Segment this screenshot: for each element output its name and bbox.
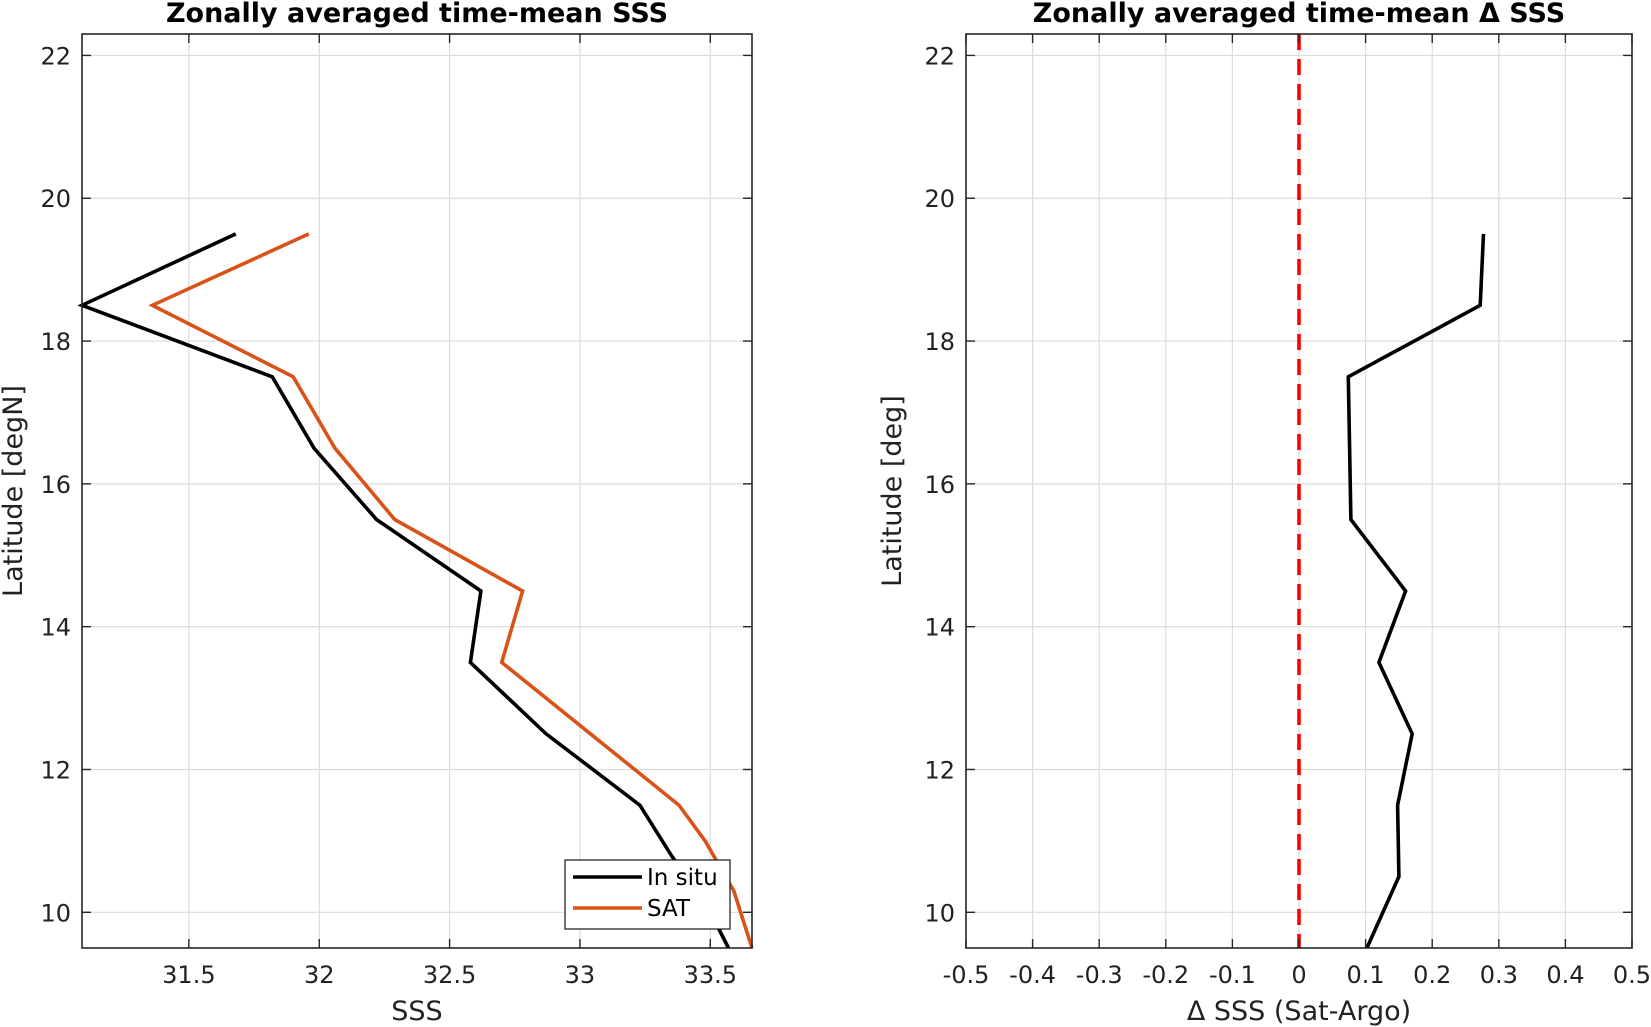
left-y-tick-label: 18 [40,328,71,356]
right-x-tick-label: -0.3 [1076,961,1123,989]
left-x-tick-label: 33 [565,961,596,989]
right-x-tick-label: -0.4 [1009,961,1056,989]
right-x-tick-label: -0.5 [943,961,990,989]
left-series-sat-line [148,232,754,949]
right-y-axis-label: Latitude [deg] [877,395,908,587]
left-y-tick-labels: 10 12 14 16 18 20 22 [40,42,71,927]
legend-box [564,859,731,930]
right-y-tick-label: 22 [924,42,955,70]
left-x-axis-label: SSS [391,996,442,1027]
right-axes: -0.5 -0.4 -0.3 -0.2 -0.1 0 0.1 0.2 0.3 0.4 0.5 101… [877,0,1651,1027]
legend-label-in-situ: In situ [647,865,718,891]
left-y-tick-label: 10 [40,899,71,927]
right-series-delta-sss-line [1346,233,1486,949]
left-y-tick-label: 20 [40,185,71,213]
left-x-tick-label: 32 [304,961,335,989]
left-axes-frame [81,33,753,949]
left-x-tick-label: 31.5 [162,961,215,989]
left-grid [82,34,752,948]
left-ticks [82,34,752,948]
left-chart-title: Zonally averaged time-mean SSS [166,0,668,29]
right-x-tick-label: -0.1 [1209,961,1256,989]
right-y-tick-label: 12 [924,756,955,784]
right-x-tick-label: 0.2 [1413,961,1451,989]
left-x-tick-labels: 31.5 32 32.5 33 33.5 [162,961,737,989]
left-plot-area [82,34,752,948]
right-x-tick-label: -0.2 [1142,961,1189,989]
right-y-tick-label: 20 [924,185,955,213]
right-y-tick-labels: 10 12 14 16 18 20 22 [924,42,955,927]
left-y-tick-label: 14 [40,614,71,642]
right-x-tick-label: 0.4 [1546,961,1584,989]
right-ticks [965,34,1633,948]
right-x-tick-label: 0 [1291,961,1306,989]
right-series [1346,233,1486,949]
right-y-tick-label: 16 [924,471,955,499]
right-chart-title: Zonally averaged time-mean Δ SSS [1033,0,1565,29]
right-x-axis-label: Δ SSS (Sat-Argo) [1187,996,1411,1027]
legend: In situ SAT [564,859,731,930]
left-y-tick-label: 16 [40,471,71,499]
right-x-tick-label: 0.3 [1480,961,1518,989]
right-x-tick-label: 0.1 [1347,961,1385,989]
legend-label-sat: SAT [647,896,691,922]
right-y-tick-label: 10 [924,899,955,927]
left-y-axis-label: Latitude [degN] [0,385,29,597]
left-y-tick-label: 12 [40,756,71,784]
right-x-tick-labels: -0.5 -0.4 -0.3 -0.2 -0.1 0 0.1 0.2 0.3 0.4 0.5 [943,961,1651,989]
right-y-tick-label: 18 [924,328,955,356]
left-axes: 31.5 32 32.5 33 33.5 10 12 14 16 18 20 22 Zonally … [0,0,754,1027]
left-x-tick-label: 32.5 [423,961,476,989]
left-x-tick-label: 33.5 [684,961,737,989]
left-y-tick-label: 22 [40,42,71,70]
right-y-tick-label: 14 [924,614,955,642]
right-x-tick-label: 0.5 [1613,961,1651,989]
